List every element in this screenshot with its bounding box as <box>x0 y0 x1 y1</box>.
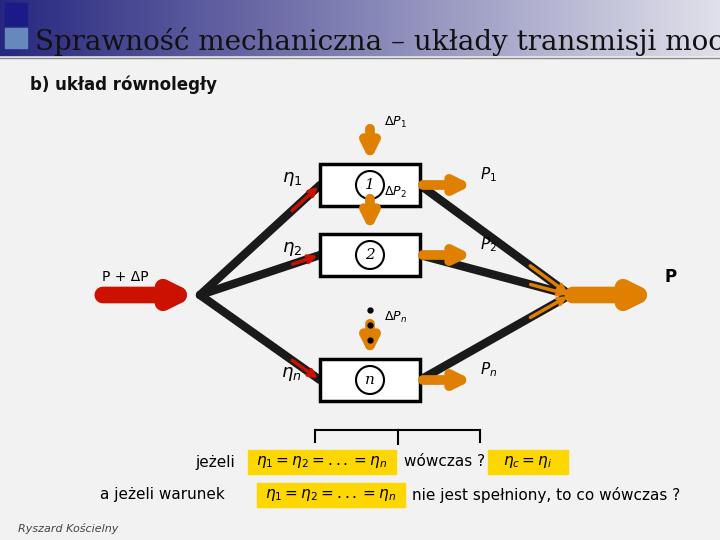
Text: $\Delta P_1$: $\Delta P_1$ <box>384 114 407 130</box>
Text: $\eta_2$: $\eta_2$ <box>282 240 302 258</box>
Text: Ryszard Kościelny: Ryszard Kościelny <box>18 523 118 534</box>
Text: a jeżeli warunek: a jeżeli warunek <box>100 488 225 503</box>
Bar <box>320 234 420 276</box>
Circle shape <box>356 366 384 394</box>
Text: $P_1$: $P_1$ <box>480 166 497 184</box>
Text: wówczas ?: wówczas ? <box>404 455 485 469</box>
Text: n: n <box>365 373 375 387</box>
Circle shape <box>356 241 384 269</box>
Text: P: P <box>665 268 677 286</box>
Text: $\Delta P_2$: $\Delta P_2$ <box>384 185 407 200</box>
Text: 1: 1 <box>365 178 375 192</box>
Text: $\eta_1=\eta_2=...=\eta_n$: $\eta_1=\eta_2=...=\eta_n$ <box>266 487 397 503</box>
Text: jeżeli: jeżeli <box>195 455 235 469</box>
Text: P + ΔP: P + ΔP <box>102 270 148 284</box>
Bar <box>320 164 420 206</box>
Text: nie jest spełniony, to co wówczas ?: nie jest spełniony, to co wówczas ? <box>412 487 680 503</box>
Text: b) układ równoległy: b) układ równoległy <box>30 76 217 94</box>
Bar <box>257 483 405 507</box>
Circle shape <box>356 171 384 199</box>
Text: $\eta_c=\eta_i$: $\eta_c=\eta_i$ <box>503 454 553 470</box>
Bar <box>5 28 27 48</box>
Text: Sprawność mechaniczna – układy transmisji mocy: Sprawność mechaniczna – układy transmisj… <box>35 28 720 57</box>
Text: $\eta_n$: $\eta_n$ <box>282 365 302 383</box>
Bar <box>488 450 568 474</box>
Text: $P_n$: $P_n$ <box>480 361 498 379</box>
Text: $\Delta P_n$: $\Delta P_n$ <box>384 309 407 325</box>
Bar <box>320 359 420 401</box>
Text: $P_2$: $P_2$ <box>480 235 497 254</box>
Bar <box>248 450 396 474</box>
Text: $\eta_1$: $\eta_1$ <box>282 170 302 188</box>
Text: $\eta_1=\eta_2=...=\eta_n$: $\eta_1=\eta_2=...=\eta_n$ <box>256 454 387 470</box>
Bar <box>5 3 27 25</box>
Text: 2: 2 <box>365 248 375 262</box>
